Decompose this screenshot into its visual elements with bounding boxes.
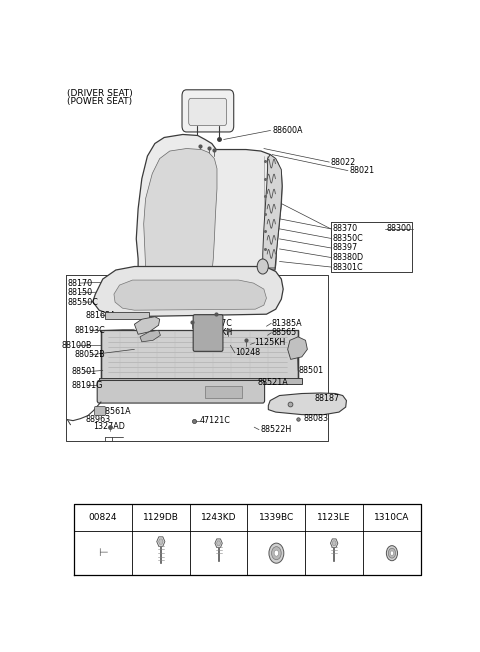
PathPatch shape	[144, 149, 217, 267]
PathPatch shape	[263, 155, 282, 268]
Text: 88380D: 88380D	[333, 253, 364, 262]
FancyBboxPatch shape	[105, 312, 149, 319]
Circle shape	[269, 543, 284, 563]
Text: (POWER SEAT): (POWER SEAT)	[67, 96, 132, 106]
FancyBboxPatch shape	[189, 98, 227, 125]
Text: 88083: 88083	[304, 414, 329, 423]
Text: 88521A: 88521A	[257, 378, 288, 387]
Text: 88501: 88501	[298, 366, 323, 375]
Text: 88301C: 88301C	[333, 263, 363, 271]
Text: 88397: 88397	[333, 243, 358, 252]
Circle shape	[388, 548, 396, 558]
FancyBboxPatch shape	[95, 407, 106, 415]
Text: (DRIVER SEAT): (DRIVER SEAT)	[67, 89, 133, 98]
Text: 88191G: 88191G	[71, 381, 103, 391]
FancyBboxPatch shape	[182, 90, 234, 132]
Text: 88600A: 88600A	[272, 126, 302, 135]
Text: 1129DB: 1129DB	[143, 513, 179, 522]
Text: 1243KD: 1243KD	[201, 513, 236, 522]
PathPatch shape	[93, 267, 283, 317]
FancyBboxPatch shape	[193, 315, 223, 351]
Circle shape	[390, 551, 394, 556]
Text: 88550C: 88550C	[67, 298, 98, 306]
Text: 88963: 88963	[85, 415, 110, 424]
Text: 88370: 88370	[333, 224, 358, 233]
Text: 00824: 00824	[89, 513, 117, 522]
Text: 1123LE: 1123LE	[317, 513, 351, 522]
Text: 10248: 10248	[235, 348, 260, 357]
Circle shape	[274, 550, 278, 556]
Text: 88170: 88170	[67, 278, 93, 288]
Circle shape	[257, 259, 268, 274]
Text: 1125KH: 1125KH	[254, 338, 286, 348]
Text: 88021: 88021	[349, 166, 374, 175]
Text: 88193C: 88193C	[75, 326, 106, 335]
Circle shape	[272, 546, 281, 559]
Text: 81385A: 81385A	[271, 319, 302, 328]
Text: 88187: 88187	[315, 394, 340, 403]
Text: 1310CA: 1310CA	[374, 513, 409, 522]
Text: 88300: 88300	[386, 224, 412, 233]
PathPatch shape	[140, 331, 160, 342]
PathPatch shape	[288, 337, 307, 359]
Circle shape	[386, 546, 397, 561]
Text: 88565: 88565	[271, 328, 297, 337]
Text: 1339BC: 1339BC	[259, 513, 294, 522]
FancyBboxPatch shape	[97, 381, 264, 403]
Text: 88052B: 88052B	[75, 350, 106, 359]
PathPatch shape	[136, 134, 282, 270]
Text: 88561A: 88561A	[100, 407, 131, 415]
Text: 1327AD: 1327AD	[94, 422, 125, 431]
PathPatch shape	[268, 393, 347, 415]
Text: 88522H: 88522H	[260, 425, 291, 434]
Text: 88163A: 88163A	[85, 311, 116, 319]
Text: ⊢: ⊢	[98, 548, 108, 558]
PathPatch shape	[134, 317, 160, 334]
Text: 88022: 88022	[331, 158, 356, 166]
Text: 47121C: 47121C	[200, 416, 230, 425]
Text: 88567C: 88567C	[202, 319, 232, 328]
FancyBboxPatch shape	[99, 378, 302, 385]
Text: 88501: 88501	[71, 368, 96, 376]
Text: 88100B: 88100B	[62, 341, 92, 350]
Text: 88150: 88150	[67, 288, 93, 297]
FancyBboxPatch shape	[205, 387, 242, 398]
FancyBboxPatch shape	[101, 331, 298, 379]
Text: 88350C: 88350C	[333, 234, 363, 243]
Text: 1125KH: 1125KH	[202, 328, 233, 337]
PathPatch shape	[114, 280, 266, 310]
